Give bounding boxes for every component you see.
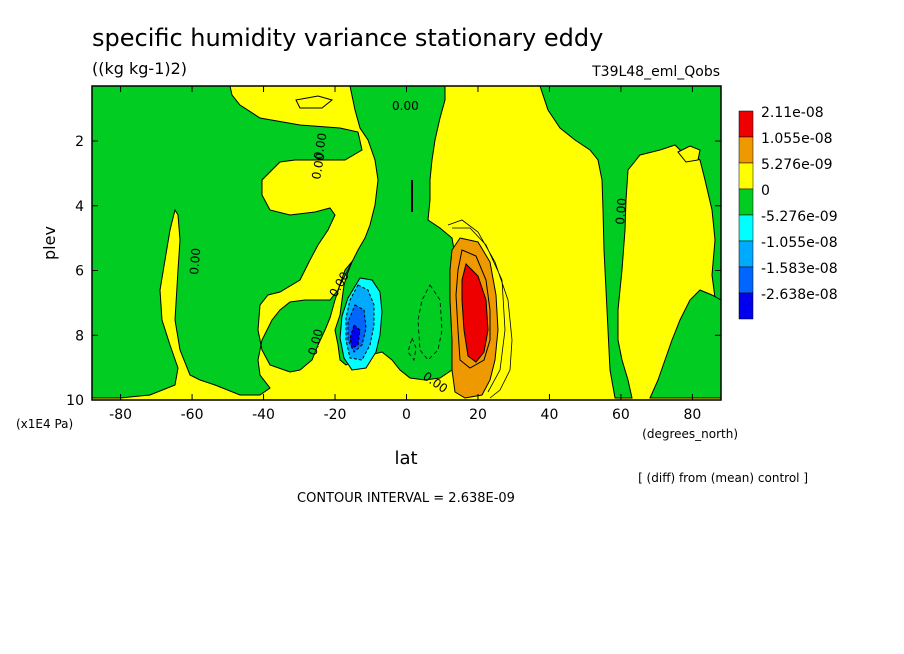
x-tick-label: 80 (683, 407, 701, 423)
contour-label: 0.00 (305, 327, 325, 356)
legend-label: 0 (761, 183, 770, 199)
legend-label: -5.276e-09 (761, 209, 838, 225)
legend-label: -2.638e-08 (761, 287, 838, 303)
legend-swatch (738, 188, 754, 216)
x-tick-label: -80 (109, 407, 132, 423)
contour-label: 0.00 (613, 197, 629, 225)
x-tick-label: 40 (541, 407, 559, 423)
y-axis-units: (x1E4 Pa) (16, 417, 73, 431)
southern-negative-region (91, 85, 363, 399)
legend-label: -1.055e-08 (761, 235, 838, 251)
pocket-a (677, 145, 701, 163)
contour-labels: 0.00 0.00 0.00 0.00 0.00 0.00 0.00 0.00 (187, 99, 629, 396)
legend-swatch (738, 240, 754, 268)
footnote: [ (diff) from (mean) control ] (638, 471, 808, 485)
legend-swatch (738, 266, 754, 294)
chart-title: specific humidity variance stationary ed… (92, 24, 603, 52)
plot-area: 0.00 0.00 0.00 0.00 0.00 0.00 0.00 0.00 (91, 85, 722, 401)
contour-lines-positive (447, 219, 513, 399)
run-label: T39L48_eml_Qobs (591, 64, 720, 80)
y-tick-label: 2 (75, 134, 84, 150)
legend-label: -1.583e-08 (761, 261, 838, 277)
legend-label: 2.11e-08 (761, 105, 824, 121)
contour-label: 0.00 (311, 132, 329, 161)
legend-swatch (738, 110, 754, 138)
legend: 2.11e-08 1.055e-08 5.276e-09 0 -5.276e-09 -1.… (738, 105, 838, 320)
y-tick-label: 8 (75, 328, 84, 344)
legend-label: 1.055e-08 (761, 131, 833, 147)
legend-swatch (738, 136, 754, 164)
legend-swatch (738, 162, 754, 190)
contour-label: 0.00 (392, 99, 419, 113)
x-tick-label: -40 (252, 407, 275, 423)
north-pole-negative-region (539, 85, 722, 399)
y-tick-label: 10 (66, 393, 84, 409)
x-axis-title: lat (394, 448, 417, 469)
legend-swatch (738, 292, 754, 320)
contour-label: 0.00 (309, 152, 327, 181)
units-label: ((kg kg-1)2) (92, 59, 187, 78)
legend-label: 5.276e-09 (761, 157, 833, 173)
y-tick-label: 6 (75, 264, 84, 280)
x-tick-label: -20 (324, 407, 347, 423)
y-tick-label: 4 (75, 199, 84, 215)
contour-lines-dashed (407, 284, 443, 361)
plus20-maximum-region (461, 263, 489, 363)
x-tick-label: 0 (402, 407, 411, 423)
x-axis: -80 -60 -40 -20 0 20 40 60 80 (109, 86, 701, 423)
contour-interval-label: CONTOUR INTERVAL = 2.638E-09 (297, 491, 515, 506)
x-tick-label: -60 (181, 407, 204, 423)
y-axis-title: plev (40, 226, 59, 260)
contour-label: 0.00 (187, 247, 203, 275)
x-tick-label: 20 (469, 407, 487, 423)
x-tick-label: 60 (612, 407, 630, 423)
legend-swatch (738, 214, 754, 242)
x-axis-units: (degrees_north) (642, 427, 738, 441)
y-axis: 2 4 6 8 10 (66, 134, 721, 409)
minus20-minimum-core-region (349, 324, 361, 349)
pocket-b (295, 95, 334, 109)
